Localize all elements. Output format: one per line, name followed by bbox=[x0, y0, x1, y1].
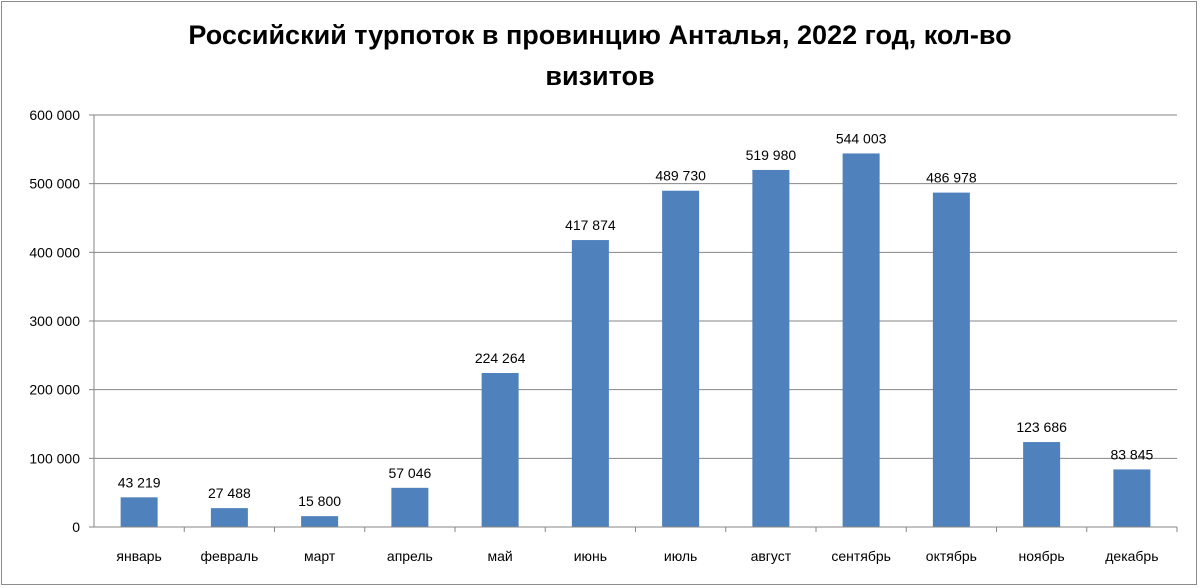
x-tick-label: октябрь bbox=[926, 548, 977, 564]
data-label: 417 874 bbox=[565, 217, 616, 233]
x-tick-label: июль bbox=[664, 548, 697, 564]
x-tick-label: февраль bbox=[200, 548, 258, 564]
x-tick-label: август bbox=[751, 548, 792, 564]
x-tick-label: ноябрь bbox=[1019, 548, 1065, 564]
data-label: 57 046 bbox=[388, 465, 431, 481]
bar-8 bbox=[752, 169, 790, 527]
bar-12 bbox=[1113, 469, 1151, 527]
y-tick-label: 500 000 bbox=[29, 176, 80, 192]
bar-4 bbox=[391, 487, 429, 527]
data-label: 519 980 bbox=[746, 147, 797, 163]
y-tick-label: 0 bbox=[72, 519, 80, 535]
data-labels: 43 219 27 488 15 800 57 046 224 264 417 874 48… bbox=[118, 130, 1154, 509]
y-tick-label: 300 000 bbox=[29, 313, 80, 329]
data-label: 489 730 bbox=[655, 168, 706, 184]
y-tick-label: 400 000 bbox=[29, 244, 80, 260]
data-label: 224 264 bbox=[475, 350, 526, 366]
bar-2 bbox=[210, 508, 248, 527]
bar-3 bbox=[301, 516, 339, 527]
bar-9 bbox=[842, 153, 880, 527]
gridlines bbox=[94, 114, 1177, 459]
y-axis: 0 100 000 200 000 300 000 400 000 500 000 600 … bbox=[29, 107, 95, 535]
x-axis: январь февраль март апрель май июнь июль август… bbox=[94, 526, 1178, 564]
y-tick-label: 200 000 bbox=[29, 382, 80, 398]
x-tick-label: январь bbox=[116, 548, 161, 564]
x-tick-label: декабрь bbox=[1105, 548, 1158, 564]
data-label: 83 845 bbox=[1110, 446, 1153, 462]
x-tick-label: июнь bbox=[574, 548, 607, 564]
data-label: 123 686 bbox=[1016, 419, 1067, 435]
x-tick-label: май bbox=[488, 548, 513, 564]
chart-title-line-1: Российский турпоток в провинцию Анталья,… bbox=[188, 20, 1012, 50]
data-label: 486 978 bbox=[926, 170, 977, 186]
bar-10 bbox=[932, 192, 970, 527]
data-label: 544 003 bbox=[836, 130, 887, 146]
x-tick-label: сентябрь bbox=[831, 548, 891, 564]
x-tick-label: апрель bbox=[387, 548, 433, 564]
bar-1 bbox=[120, 497, 158, 527]
data-label: 43 219 bbox=[118, 474, 161, 490]
bar-11 bbox=[1023, 442, 1061, 527]
bar-6 bbox=[571, 240, 609, 527]
y-tick-label: 600 000 bbox=[29, 107, 80, 123]
bars bbox=[120, 153, 1151, 527]
chart-title-line-2: визитов bbox=[545, 61, 655, 91]
bar-5 bbox=[481, 373, 519, 527]
x-tick-label: март bbox=[304, 548, 336, 564]
data-label: 15 800 bbox=[298, 493, 341, 509]
bar-7 bbox=[662, 190, 700, 527]
data-label: 27 488 bbox=[208, 485, 251, 501]
y-tick-label: 100 000 bbox=[29, 450, 80, 466]
